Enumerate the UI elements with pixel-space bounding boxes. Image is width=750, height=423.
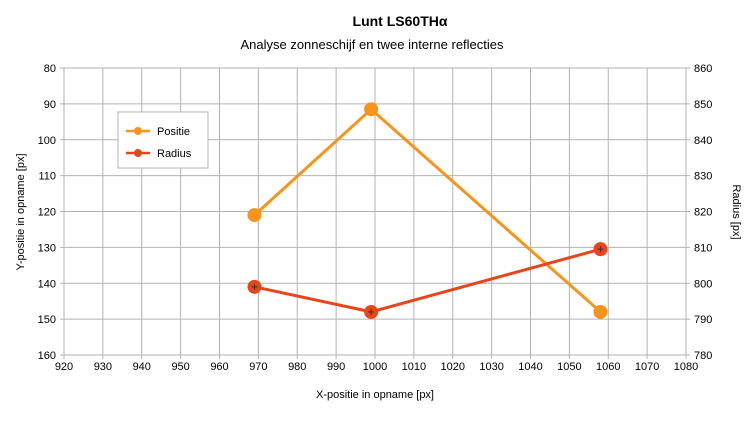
data-point-positie [247,208,262,223]
y-right-tick-label: 820 [694,207,712,219]
x-tick-label: 1000 [363,361,387,373]
x-tick-label: 1020 [441,361,465,373]
y-right-tick-label: 840 [694,135,712,147]
y-right-tick-label: 860 [694,63,712,75]
y-left-tick-label: 120 [38,207,56,219]
y-right-tick-label: 800 [694,278,712,290]
y-right-axis-label: Radius [px] [730,184,742,239]
y-left-tick-label: 100 [38,135,56,147]
y-left-axis-ticks: 80 90 100 110 120 130 140 150 160 [38,63,56,362]
chart-title: Lunt LS60THα [353,13,448,29]
x-tick-label: 970 [249,361,267,373]
series-line-radius [254,247,601,314]
legend-marker-positie [134,127,142,135]
y-left-tick-label: 80 [44,63,56,75]
x-tick-label: 940 [133,361,151,373]
y-right-tick-label: 850 [694,99,712,111]
data-point-positie [364,102,379,117]
y-right-axis-ticks: 860 850 840 830 820 810 800 790 780 [694,63,712,362]
legend: Positie Radius [117,111,209,169]
x-tick-label: 950 [171,361,189,373]
legend-label-radius: Radius [157,148,192,160]
y-left-tick-label: 130 [38,242,56,254]
x-tick-label: 1050 [557,361,581,373]
x-tick-label: 990 [327,361,345,373]
x-tick-label: 930 [94,361,112,373]
data-point-positie [593,304,608,319]
y-right-tick-label: 790 [694,314,712,326]
y-right-tick-label: 780 [694,350,712,362]
x-tick-label: 920 [55,361,73,373]
x-tick-label: 1060 [596,361,620,373]
x-tick-label: 1080 [674,361,698,373]
x-tick-label: 1010 [402,361,426,373]
legend-marker-radius [134,149,142,157]
y-right-tick-label: 810 [694,242,712,254]
chart-subtitle: Analyse zonneschijf en twee interne refl… [240,37,504,52]
y-left-tick-label: 160 [38,350,56,362]
plot-frame [63,67,687,356]
x-tick-label: 1040 [518,361,542,373]
x-axis-label: X-positie in opname [px] [316,389,434,401]
x-axis-ticks: 920 930 940 950 960 970 980 990 1000 1010 1020 1030… [55,361,698,373]
legend-label-positie: Positie [157,126,190,138]
y-left-tick-label: 150 [38,314,56,326]
y-left-tick-label: 90 [44,99,56,111]
y-left-axis-label: Y-positie in opname [px] [15,154,27,271]
x-tick-label: 1030 [479,361,503,373]
x-tick-label: 980 [288,361,306,373]
x-tick-label: 1070 [635,361,659,373]
series-group [247,102,608,319]
y-right-tick-label: 830 [694,171,712,183]
y-left-tick-label: 110 [38,171,56,183]
x-tick-label: 960 [210,361,228,373]
y-left-tick-label: 140 [38,278,56,290]
legend-box [117,111,209,169]
